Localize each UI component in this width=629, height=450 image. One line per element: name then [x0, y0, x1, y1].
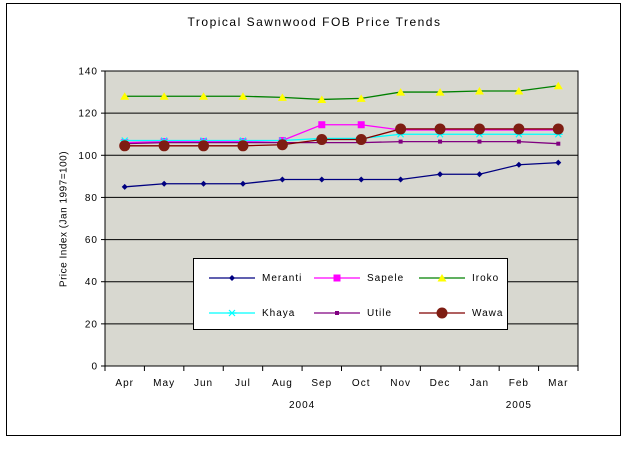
marker-wawa: [119, 140, 131, 152]
marker-wawa: [434, 123, 446, 135]
marker-meranti: [239, 180, 246, 187]
x-tick-label: Oct: [352, 378, 371, 389]
marker-iroko: [553, 81, 563, 90]
y-tick-label: 80: [85, 193, 98, 204]
x-tick-label: May: [153, 378, 175, 389]
legend-key-utile: [314, 311, 360, 315]
marker-wawa: [237, 140, 249, 152]
marker-meranti: [476, 171, 483, 178]
year-label: 2005: [506, 400, 532, 411]
marker-sapele: [357, 121, 365, 129]
x-tick-label: Jan: [470, 378, 489, 389]
marker-wawa: [355, 133, 367, 145]
y-tick-label: 120: [78, 109, 98, 120]
legend-key-iroko: [419, 274, 465, 282]
legend-label: Iroko: [472, 272, 500, 284]
marker-utile: [516, 139, 521, 144]
legend-key-meranti: [209, 275, 255, 281]
x-tick-label: Feb: [509, 378, 529, 389]
x-tick-label: Jun: [194, 378, 213, 389]
marker-utile: [477, 139, 482, 144]
marker-utile: [438, 139, 443, 144]
marker-meranti: [121, 183, 128, 190]
marker-wawa: [395, 123, 407, 135]
y-tick-label: 100: [78, 151, 98, 162]
marker-sapele: [318, 121, 326, 129]
marker-meranti: [397, 176, 404, 183]
chart-legend: Meranti Sapele Iroko Khaya Utile Wawa: [193, 258, 508, 330]
legend-item-utile: Utile: [313, 306, 392, 320]
marker-wawa: [158, 140, 170, 152]
legend-label: Utile: [367, 307, 393, 319]
marker-meranti: [437, 171, 444, 178]
marker-iroko: [514, 87, 524, 95]
chart-title: Tropical Sawnwood FOB Price Trends: [187, 15, 442, 29]
marker-iroko: [277, 93, 287, 101]
series-line-utile: [124, 140, 559, 145]
legend-label: Wawa: [472, 307, 504, 319]
marker-iroko: [356, 94, 366, 102]
legend-label: Khaya: [262, 307, 296, 319]
marker-utile: [556, 141, 561, 146]
marker-utile: [398, 139, 403, 144]
legend-item-sapele: Sapele: [313, 271, 404, 285]
legend-item-khaya: Khaya: [208, 306, 295, 320]
year-label: 2004: [289, 400, 315, 411]
marker-meranti: [279, 176, 286, 183]
legend-item-wawa: Wawa: [418, 306, 503, 320]
x-tick-label: Nov: [390, 378, 411, 389]
series-line-sapele: [124, 124, 559, 144]
marker-wawa: [316, 133, 328, 145]
marker-meranti: [555, 159, 562, 166]
marker-iroko: [120, 92, 130, 100]
series-line-khaya: [124, 133, 559, 142]
y-tick-label: 40: [85, 277, 98, 288]
legend-key-wawa: [419, 307, 465, 319]
x-tick-label: Mar: [548, 378, 568, 389]
marker-wawa: [513, 123, 525, 135]
y-tick-label: 140: [78, 67, 98, 78]
y-tick-label: 20: [85, 319, 98, 330]
marker-iroko: [317, 95, 327, 103]
legend-key-khaya: [209, 309, 255, 317]
marker-meranti: [515, 161, 522, 168]
marker-iroko: [396, 88, 406, 96]
marker-wawa: [276, 139, 288, 151]
x-tick-label: Jul: [235, 378, 251, 389]
legend-label: Meranti: [262, 272, 303, 284]
legend-item-iroko: Iroko: [418, 271, 499, 285]
marker-meranti: [200, 180, 207, 187]
marker-iroko: [435, 88, 445, 96]
marker-meranti: [358, 176, 365, 183]
marker-iroko: [238, 92, 248, 100]
marker-meranti: [161, 180, 168, 187]
series-line-wawa: [124, 128, 559, 147]
x-tick-label: Apr: [115, 378, 134, 389]
marker-wawa: [198, 140, 210, 152]
legend-key-sapele: [314, 274, 360, 282]
x-tick-label: Sep: [311, 378, 332, 389]
x-tick-label: Aug: [272, 378, 293, 389]
y-tick-label: 60: [85, 235, 98, 246]
marker-iroko: [159, 92, 169, 100]
series-line-iroko: [124, 85, 559, 101]
y-axis-title: Price Index (Jan 1997=100): [58, 150, 70, 288]
marker-wawa: [473, 123, 485, 135]
y-tick-label: 0: [91, 362, 98, 373]
marker-meranti: [318, 176, 325, 183]
marker-iroko: [199, 92, 209, 100]
marker-wawa: [552, 123, 564, 135]
series-line-meranti: [124, 162, 559, 188]
x-tick-label: Dec: [430, 378, 451, 389]
marker-iroko: [474, 87, 484, 95]
legend-label: Sapele: [367, 272, 405, 284]
legend-item-meranti: Meranti: [208, 271, 302, 285]
